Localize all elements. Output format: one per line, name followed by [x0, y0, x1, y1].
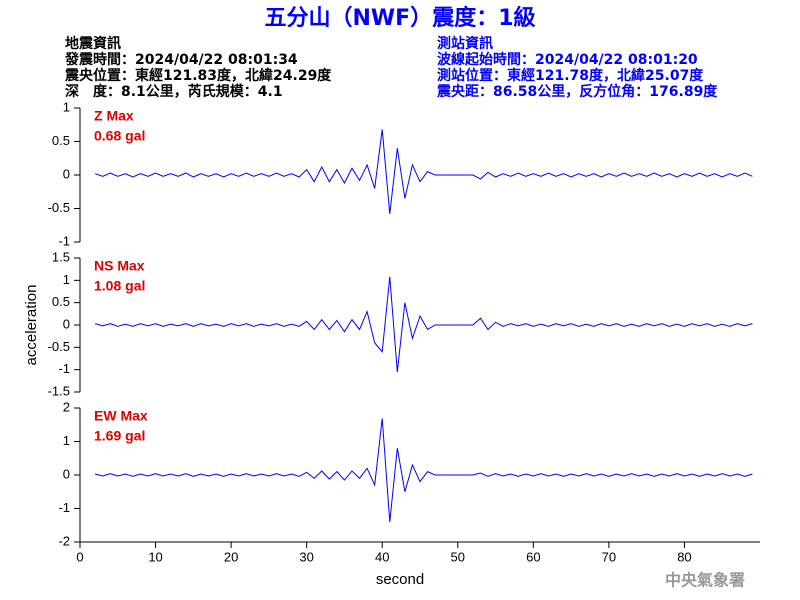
info-left: 深 度：8.1公里，芮氏規模：4.1 — [65, 83, 283, 100]
info-left: 地震資訊 — [65, 35, 121, 52]
x-tick-label: 70 — [602, 549, 616, 564]
x-tick-label: 10 — [148, 549, 162, 564]
info-right: 震央距：86.58公里，反方位角：176.89度 — [436, 83, 718, 100]
title: 五分山（NWF）震度：1級 — [264, 5, 535, 31]
x-tick-label: 80 — [677, 549, 691, 564]
y-tick-label: 1 — [63, 272, 70, 287]
x-tick-label: 40 — [375, 549, 389, 564]
waveform — [94, 276, 753, 372]
x-tick-label: 30 — [299, 549, 313, 564]
y-tick-label: -1.5 — [48, 383, 70, 398]
annotation: 0.68 gal — [94, 128, 145, 144]
y-tick-label: 0 — [63, 316, 70, 331]
y-tick-label: -1 — [58, 500, 70, 515]
waveform — [94, 129, 753, 214]
info-left: 發震時間：2024/04/22 08:01:34 — [64, 51, 298, 68]
y-tick-label: 1 — [63, 99, 70, 114]
y-tick-label: -2 — [58, 533, 70, 548]
info-right: 測站位置：東經121.78度，北緯25.07度 — [437, 67, 704, 84]
y-tick-label: -1 — [58, 361, 70, 376]
x-tick-label: 60 — [526, 549, 540, 564]
y-tick-label: 1 — [63, 433, 70, 448]
y-tick-label: 0.5 — [52, 294, 70, 309]
y-label: acceleration — [23, 285, 40, 366]
info-right: 波線起始時間：2024/04/22 08:01:20 — [437, 51, 698, 68]
waveform — [94, 418, 753, 522]
annotation: 1.08 gal — [94, 278, 145, 294]
x-tick-label: 0 — [76, 549, 83, 564]
annotation: EW Max — [94, 408, 148, 424]
footer: 中央氣象署 — [665, 571, 745, 590]
y-tick-label: 0 — [63, 466, 70, 481]
y-tick-label: 1.5 — [52, 249, 70, 264]
y-tick-label: 2 — [63, 399, 70, 414]
x-tick-label: 20 — [224, 549, 238, 564]
x-tick-label: 50 — [451, 549, 465, 564]
annotation: 1.69 gal — [94, 428, 145, 444]
y-tick-label: 0 — [63, 166, 70, 181]
x-label: second — [376, 571, 424, 588]
annotation: NS Max — [94, 258, 145, 274]
info-right: 測站資訊 — [437, 35, 493, 52]
y-tick-label: -1 — [58, 233, 70, 248]
y-tick-label: 0.5 — [52, 133, 70, 148]
info-left: 震央位置：東經121.83度，北緯24.29度 — [64, 67, 332, 84]
y-tick-label: -0.5 — [48, 200, 70, 215]
y-tick-label: -0.5 — [48, 339, 70, 354]
annotation: Z Max — [94, 108, 134, 124]
